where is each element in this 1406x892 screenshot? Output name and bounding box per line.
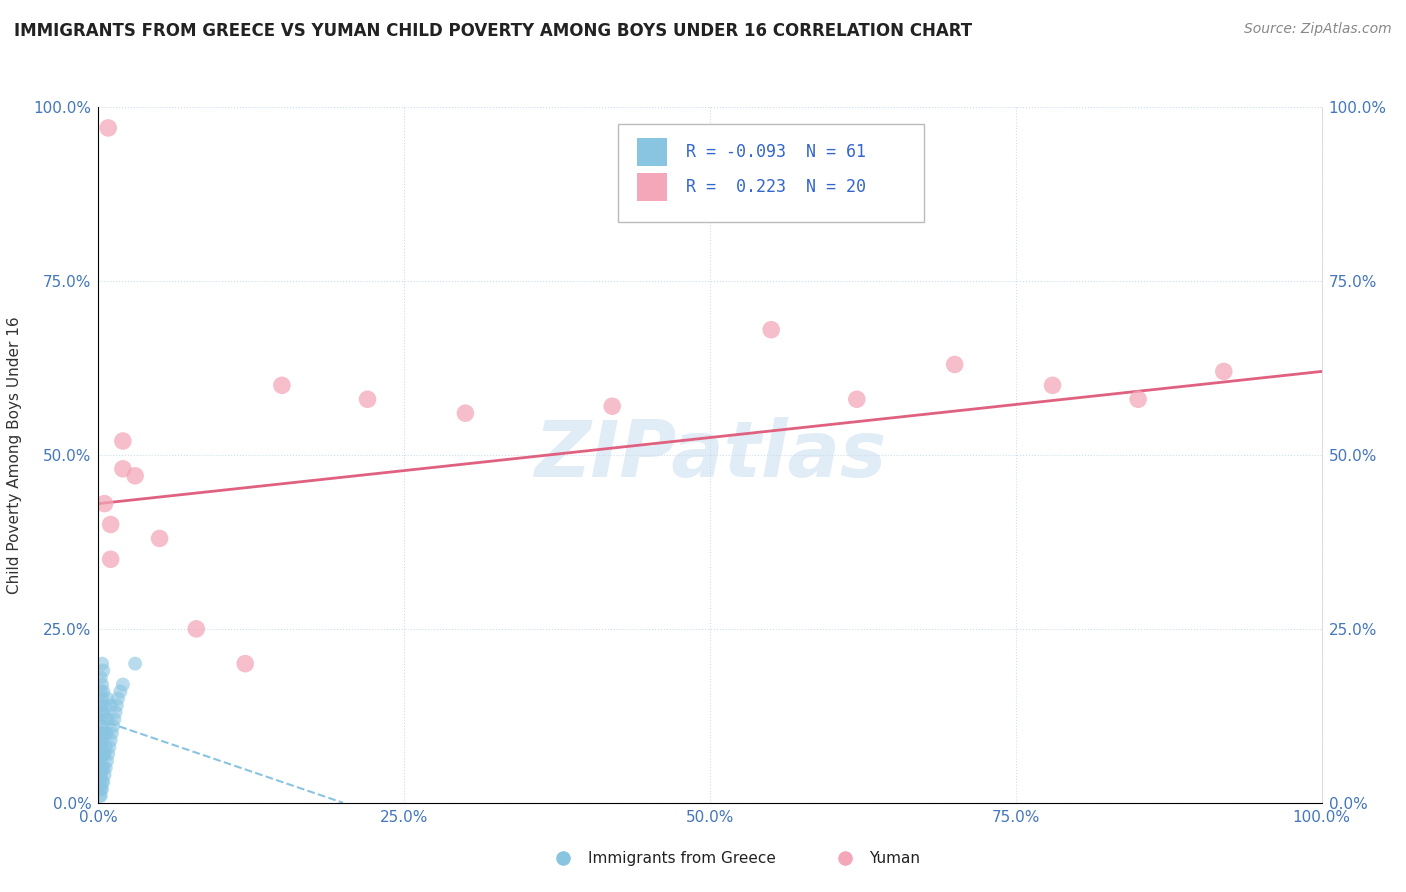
Text: R =  0.223  N = 20: R = 0.223 N = 20 xyxy=(686,178,866,196)
Point xyxy=(90,684,112,698)
Point xyxy=(93,768,115,782)
Point xyxy=(89,747,111,761)
Point xyxy=(93,726,115,740)
Point xyxy=(845,392,868,407)
Point xyxy=(91,733,114,747)
Point xyxy=(101,726,124,740)
Point xyxy=(97,747,120,761)
Text: R = -0.093  N = 61: R = -0.093 N = 61 xyxy=(686,144,866,161)
Point xyxy=(91,706,114,720)
Point xyxy=(94,740,117,755)
Point xyxy=(111,677,134,691)
Point xyxy=(91,781,114,796)
Point xyxy=(98,740,121,755)
Point xyxy=(553,851,575,865)
Point xyxy=(91,761,114,775)
Point xyxy=(270,378,294,392)
Point xyxy=(1042,378,1064,392)
Point xyxy=(233,657,256,671)
Point xyxy=(96,754,118,768)
Point xyxy=(91,747,114,761)
Point xyxy=(90,671,112,685)
Point xyxy=(89,761,111,775)
Bar xyxy=(637,173,668,201)
Text: Immigrants from Greece: Immigrants from Greece xyxy=(588,851,776,866)
Point xyxy=(1128,392,1150,407)
Point xyxy=(89,740,111,755)
Point xyxy=(101,719,124,733)
Point xyxy=(90,740,112,755)
Point xyxy=(91,775,114,789)
Point xyxy=(94,712,117,726)
Point xyxy=(124,468,146,483)
Point xyxy=(96,726,118,740)
Point xyxy=(91,775,114,789)
Point xyxy=(107,691,129,706)
Point xyxy=(96,691,118,706)
Point xyxy=(105,698,128,713)
Point xyxy=(89,726,111,740)
Bar xyxy=(637,138,668,166)
Point xyxy=(89,775,111,789)
Point xyxy=(186,622,208,636)
Point xyxy=(91,691,114,706)
Point xyxy=(91,761,114,775)
Point xyxy=(91,684,114,698)
Point xyxy=(103,712,125,726)
Point xyxy=(90,726,112,740)
Point xyxy=(111,434,134,448)
Point xyxy=(93,747,115,761)
Point xyxy=(90,712,112,726)
Point xyxy=(90,754,112,768)
Point xyxy=(94,761,117,775)
Point xyxy=(1212,364,1234,378)
Point xyxy=(93,698,115,713)
Point xyxy=(834,851,856,865)
Point xyxy=(100,698,122,713)
Point xyxy=(97,120,120,135)
Point xyxy=(100,733,122,747)
Point xyxy=(149,532,172,546)
Point xyxy=(90,789,112,803)
Text: ZIPatlas: ZIPatlas xyxy=(534,417,886,493)
Point xyxy=(91,657,114,671)
Point xyxy=(89,768,111,782)
Point xyxy=(104,706,127,720)
FancyBboxPatch shape xyxy=(619,124,924,222)
Point xyxy=(600,399,623,413)
Text: Source: ZipAtlas.com: Source: ZipAtlas.com xyxy=(1244,22,1392,37)
Point xyxy=(110,684,132,698)
Point xyxy=(111,462,134,476)
Point xyxy=(90,698,112,713)
Text: Yuman: Yuman xyxy=(869,851,920,866)
Point xyxy=(100,552,122,566)
Point xyxy=(90,768,112,782)
Point xyxy=(91,706,114,720)
Y-axis label: Child Poverty Among Boys Under 16: Child Poverty Among Boys Under 16 xyxy=(7,316,22,594)
Point xyxy=(89,733,111,747)
Point xyxy=(100,517,122,532)
Point xyxy=(943,358,966,372)
Point xyxy=(356,392,378,407)
Point xyxy=(124,657,146,671)
Point xyxy=(97,712,120,726)
Point xyxy=(90,781,112,796)
Point xyxy=(761,323,783,337)
Point xyxy=(91,726,114,740)
Point xyxy=(454,406,477,420)
Point xyxy=(89,781,111,796)
Text: IMMIGRANTS FROM GREECE VS YUMAN CHILD POVERTY AMONG BOYS UNDER 16 CORRELATION CH: IMMIGRANTS FROM GREECE VS YUMAN CHILD PO… xyxy=(14,22,972,40)
Point xyxy=(91,664,114,678)
Point xyxy=(91,719,114,733)
Point xyxy=(89,754,111,768)
Point xyxy=(93,497,115,511)
Point xyxy=(89,789,111,803)
Point xyxy=(91,677,114,691)
Point xyxy=(91,747,114,761)
